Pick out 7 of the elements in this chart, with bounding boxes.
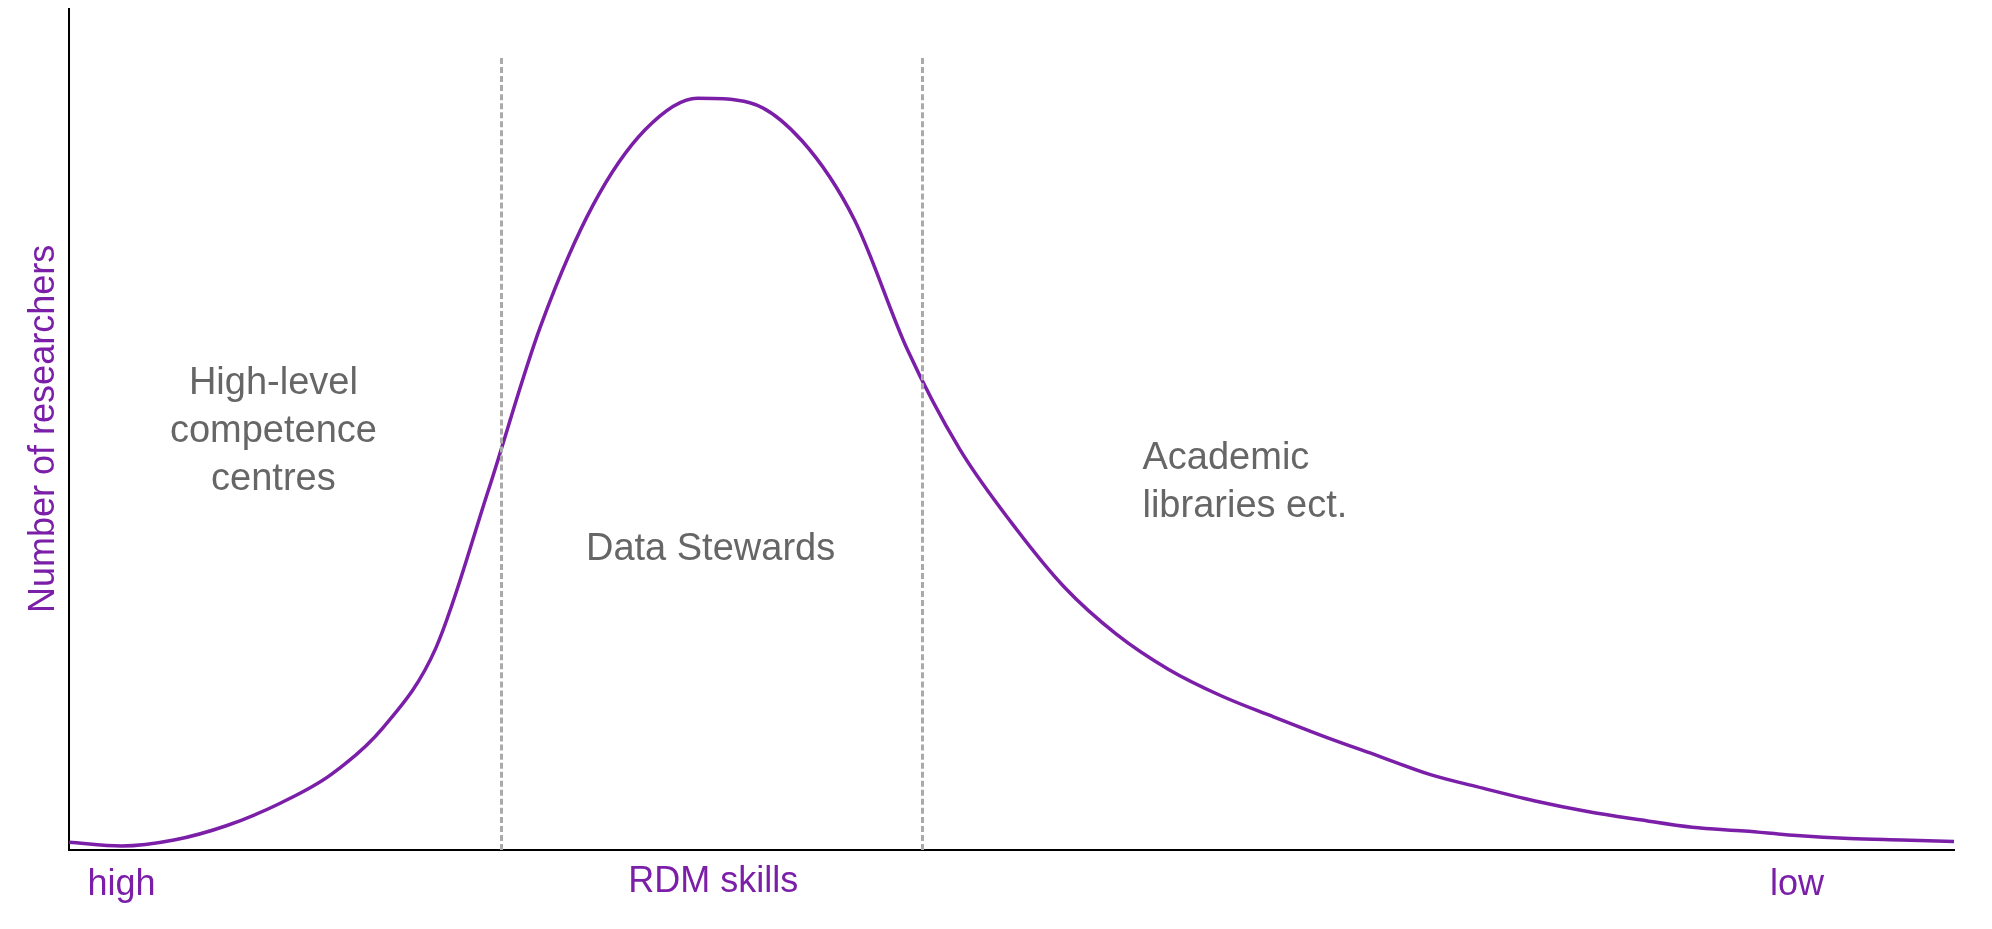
annotation: Academic libraries ect.	[1142, 435, 1348, 526]
x-axis-title: RDM skills	[628, 858, 799, 900]
y-axis-title: Number of researchers	[20, 244, 62, 613]
x-tick-label: low	[1769, 862, 1825, 904]
annotation: High-level competence centres	[169, 360, 377, 499]
x-tick-label: high	[87, 862, 156, 904]
annotation: Data Stewards	[585, 525, 836, 568]
